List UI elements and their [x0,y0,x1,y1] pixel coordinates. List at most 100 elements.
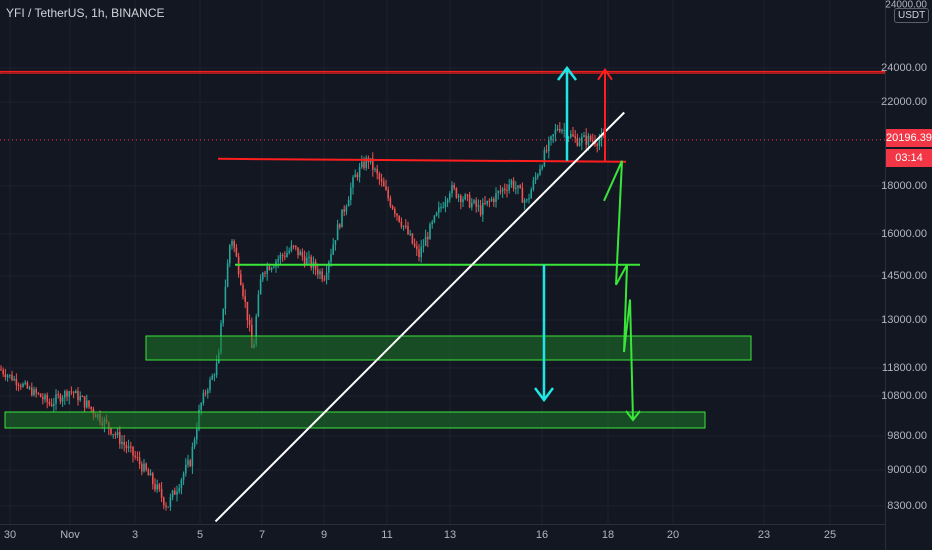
candle-body [15,378,18,385]
candle-body [391,206,394,209]
candle-body [53,403,55,406]
candle-body [380,179,383,182]
candle-body [264,272,266,274]
candle-body [418,249,420,257]
currency-badge[interactable]: USDT [894,8,930,23]
time-tick-label: 25 [823,529,837,541]
candle-body [72,391,75,394]
candle-body [330,254,332,263]
candle-body [466,194,469,196]
candle-body [303,256,306,265]
time-tick-label: 3 [131,529,139,541]
candle-body [543,150,546,166]
price-tick-label: 18000.00 [881,180,927,192]
candle-body [31,387,33,396]
candle-body [477,205,480,207]
candle-body [559,128,561,132]
candle-body [321,271,323,280]
candle-body [295,245,297,248]
candle-body [20,385,22,387]
candle-body [347,199,350,207]
candle-body [222,308,224,324]
candle-body [490,198,493,201]
candle-body [68,391,70,397]
candle-body [592,140,594,142]
candle-body [372,158,374,170]
time-tick-label: 16 [535,529,549,541]
candle-body [345,206,348,212]
candle-body [323,279,326,281]
candle-body [11,374,13,381]
candle-body [288,250,290,253]
candle-body [64,391,66,398]
candle-body [563,130,565,132]
gridlines [0,0,885,524]
candle-body [554,129,557,135]
candle-body [167,506,169,508]
candle-body [235,247,238,257]
candle-body [339,224,341,228]
candle-body [75,390,77,394]
time-tick-label: 7 [258,529,266,541]
candle-body [301,251,304,257]
candle-body [427,236,429,240]
price-axis-divider [885,0,886,550]
candle-body [226,263,229,287]
candle-body [13,378,15,381]
candle-body [132,446,134,456]
candle-body [59,394,62,402]
candle-body [110,428,112,435]
candle-body [193,439,196,447]
candle-body [416,246,418,250]
candle-body [512,180,515,189]
candle-body [86,400,88,408]
candle-body [394,208,396,214]
candle-body [532,180,535,190]
candle-body [424,236,427,246]
candle-body [526,199,528,201]
candle-body [361,161,363,168]
candle-body [446,199,449,203]
candle-body [402,225,405,227]
projection-arrow-up-head [597,67,613,81]
candle-body [297,247,299,256]
price-tick-label: 24000.00 [881,62,927,74]
candle-body [26,382,29,389]
candle-body [521,187,524,203]
candle-body [328,262,330,273]
price-tick-label: 10800.00 [881,390,927,402]
candle-body [257,294,260,317]
candle-body [462,199,464,203]
candle-body [224,286,227,309]
time-tick-label: 23 [757,529,771,541]
candle-body [189,460,191,467]
candle-body [156,484,158,490]
candle-body [55,394,57,404]
price-tick-top: 24000.00 [885,0,927,11]
candle-body [196,429,198,440]
candle-body [400,221,403,227]
candle-body [475,200,477,207]
candle-body [240,274,242,285]
candle-body [433,215,436,222]
candle-body [596,144,598,146]
candle-body [486,200,488,204]
breakout-line [217,157,627,163]
candle-body [581,136,583,143]
support-zone-upper [145,335,752,361]
candle-body [169,497,172,507]
candle-body [143,463,145,472]
time-tick-label: 11 [381,529,393,541]
candle-body [6,375,9,378]
candle-body [473,200,475,203]
candle-body [603,134,605,137]
candle-body [33,389,35,396]
candle-body [160,489,163,498]
candle-body [561,130,563,132]
target-arrow-up-head [557,65,577,81]
candle-body [343,209,345,212]
candle-body [46,394,48,402]
candle-body [440,207,442,209]
candle-body [209,379,211,391]
